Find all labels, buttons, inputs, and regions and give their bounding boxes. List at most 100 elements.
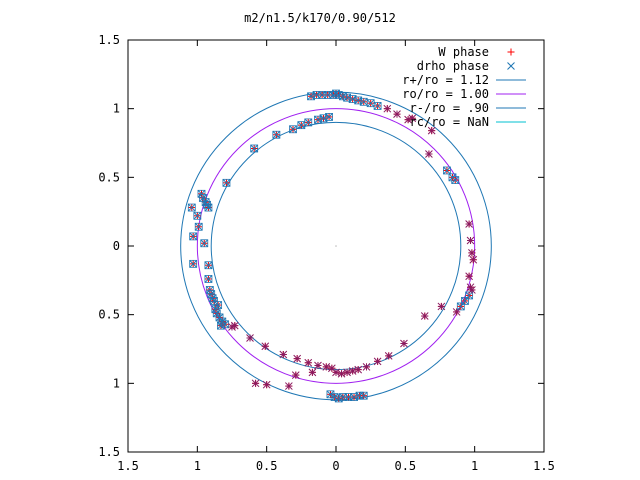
cross-b: [289, 125, 297, 134]
star-b: [468, 286, 476, 294]
star-b: [400, 339, 408, 348]
legend-label: ro/ro = 1.00: [402, 87, 489, 101]
star-b: [384, 352, 393, 360]
point-cross: [215, 313, 224, 322]
chart-title: m2/n1.5/k170/0.90/512: [244, 11, 396, 25]
star-b: [293, 354, 302, 363]
point-star: [343, 368, 351, 377]
star-b: [304, 358, 313, 367]
point-star: [337, 369, 346, 378]
point-star: [279, 350, 288, 359]
star-b: [246, 334, 254, 342]
point-square: [443, 166, 451, 175]
point-square: [211, 305, 220, 314]
point-star: [393, 110, 401, 119]
point-cross: [366, 99, 375, 108]
point-cross: [272, 130, 281, 139]
point-cross: [193, 211, 202, 220]
cross-b: [456, 302, 465, 311]
point-cross: [451, 176, 460, 184]
cross-b: [250, 144, 259, 153]
point-cross: [194, 222, 203, 231]
point-star: [228, 323, 236, 331]
point-square: [272, 130, 281, 139]
point-square: [448, 173, 457, 182]
point-star: [308, 368, 317, 377]
legend-label: drho phase: [417, 59, 489, 73]
point-square: [456, 302, 465, 311]
y-tick-label: 1.5: [98, 445, 120, 459]
star-b: [332, 368, 340, 377]
star-b: [469, 255, 478, 264]
point-square: [208, 294, 217, 303]
point-square: [214, 301, 223, 309]
point-star: [465, 220, 473, 228]
point-star: [261, 342, 270, 351]
star-b: [465, 272, 473, 281]
point-cross: [204, 203, 213, 212]
point-star: [468, 286, 476, 294]
y-tick-label: 1: [113, 102, 120, 116]
point-square: [207, 290, 216, 298]
y-tick-label: 0: [113, 239, 120, 253]
star-b: [348, 367, 357, 375]
point-star: [314, 361, 322, 370]
point-square: [334, 91, 343, 99]
point-square: [205, 286, 214, 294]
point-cross: [359, 97, 368, 106]
point-cross: [204, 275, 213, 283]
point-star: [437, 302, 446, 311]
point-square: [326, 390, 335, 399]
y-tick-label: 1: [113, 376, 120, 390]
point-star: [354, 365, 363, 374]
cross-b: [200, 239, 209, 248]
point-cross: [208, 294, 217, 303]
star-b: [466, 283, 475, 292]
point-square: [215, 313, 224, 322]
x-tick-label: 0.5: [394, 459, 416, 473]
point-square: [217, 321, 225, 330]
point-star: [362, 362, 371, 371]
point-cross: [314, 115, 322, 124]
cross-b: [373, 102, 382, 110]
cross-b: [189, 232, 198, 241]
point-star: [322, 362, 331, 371]
cross-b: [451, 176, 460, 184]
cross-b: [194, 222, 203, 231]
cross-b: [193, 211, 202, 220]
point-star: [373, 357, 382, 366]
point-star: [262, 380, 271, 389]
x-tick-label: 1.5: [533, 459, 555, 473]
point-star: [383, 104, 392, 113]
legend-label: r-/ro = .90: [410, 101, 489, 115]
point-square: [330, 393, 339, 401]
y-tick-label: 0.5: [98, 170, 120, 184]
point-square: [222, 178, 231, 187]
star-b: [393, 110, 401, 119]
cross-b: [217, 321, 225, 330]
star-b: [251, 379, 260, 388]
point-cross: [289, 125, 297, 134]
star-b: [420, 312, 429, 320]
star-b: [362, 362, 371, 371]
point-star: [400, 339, 408, 348]
y-tick-label: 0.5: [98, 308, 120, 322]
y-tick-label: 1.5: [98, 33, 120, 47]
point-square: [323, 91, 332, 99]
point-square: [189, 259, 198, 268]
point-cross: [359, 391, 368, 400]
point-cross: [221, 320, 229, 329]
point-square: [297, 121, 306, 130]
point-cross: [373, 102, 382, 110]
star-b: [284, 382, 293, 390]
star-b: [343, 368, 351, 377]
point-square: [218, 317, 227, 326]
point-cross: [297, 121, 306, 130]
cross-b: [204, 275, 213, 283]
star-b: [452, 308, 461, 316]
point-square: [200, 239, 209, 248]
point-square: [339, 393, 347, 401]
legend-label: W phase: [438, 45, 489, 59]
